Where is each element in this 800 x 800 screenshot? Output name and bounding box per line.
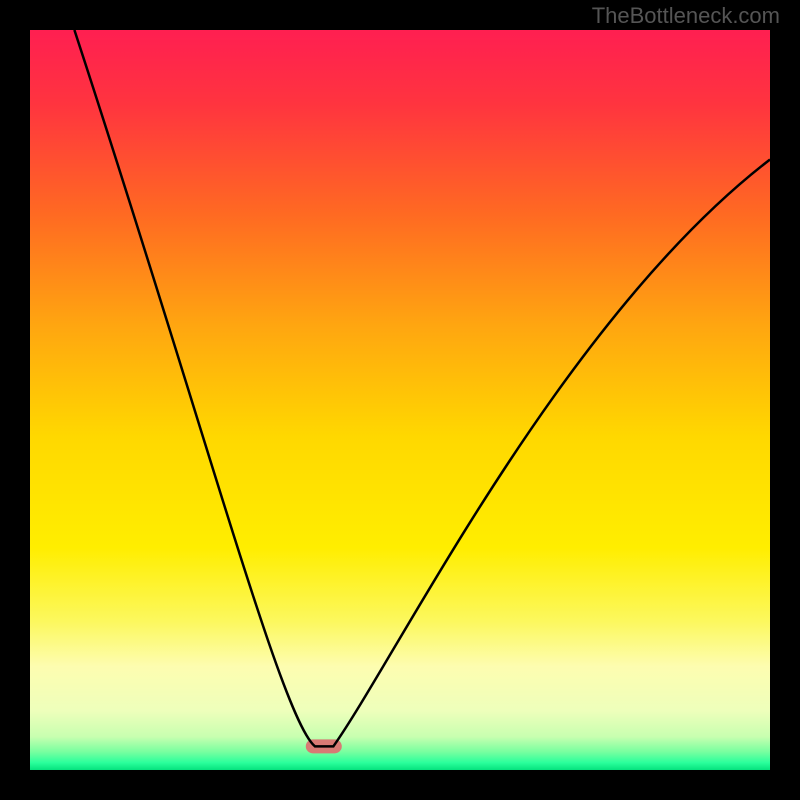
plot-background [30, 30, 770, 770]
watermark-text: TheBottleneck.com [592, 3, 780, 29]
plot-area [30, 30, 770, 770]
plot-svg [30, 30, 770, 770]
